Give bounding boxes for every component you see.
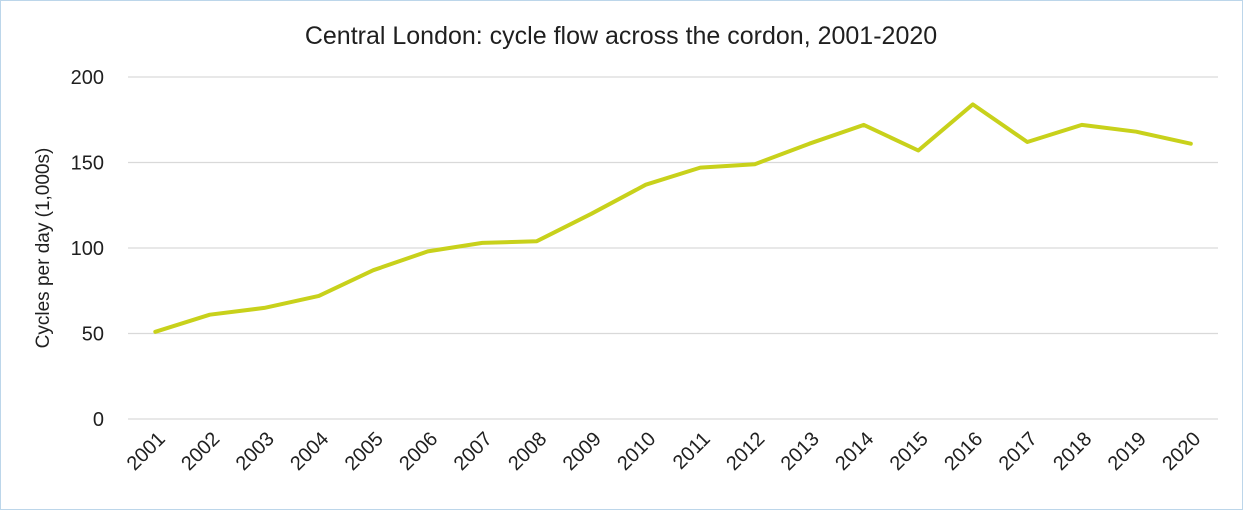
y-axis-title: Cycles per day (1,000s) — [33, 148, 54, 349]
data-point — [807, 142, 811, 146]
x-tick-label: 2017 — [995, 428, 1042, 475]
x-tick-label: 2007 — [450, 428, 497, 475]
data-point — [916, 149, 920, 153]
data-point — [644, 183, 648, 187]
x-tick-label: 2005 — [341, 428, 388, 475]
x-tick-label: 2015 — [886, 428, 933, 475]
data-point — [208, 313, 212, 317]
x-tick-label: 2003 — [232, 428, 279, 475]
y-tick-label: 200 — [71, 67, 104, 89]
x-tick-label: 2002 — [177, 428, 224, 475]
data-point — [371, 268, 375, 272]
x-tick-label: 2016 — [940, 428, 987, 475]
data-point — [1134, 130, 1138, 134]
y-tick-label: 0 — [93, 409, 104, 431]
y-tick-label: 100 — [71, 238, 104, 260]
x-tick-label: 2011 — [669, 428, 715, 474]
y-axis-ticks: 0 50 100 150 200 — [71, 67, 104, 431]
data-point — [153, 330, 157, 334]
x-tick-label: 2018 — [1049, 428, 1096, 475]
x-tick-label: 2008 — [504, 428, 551, 475]
chart-title: Central London: cycle flow across the co… — [305, 22, 937, 50]
data-point — [426, 249, 430, 253]
x-axis-ticks: 2001 2002 2003 2004 2005 2006 2007 2008 2009 2010… — [123, 428, 1206, 475]
data-point — [698, 166, 702, 170]
x-tick-label: 2014 — [831, 428, 878, 475]
data-point — [971, 102, 975, 106]
data-point — [589, 212, 593, 216]
y-tick-label: 150 — [71, 153, 104, 175]
data-point — [262, 306, 266, 310]
gridlines — [128, 76, 1218, 420]
x-tick-label: 2009 — [559, 428, 606, 475]
data-point — [753, 162, 757, 166]
data-point — [1189, 142, 1193, 146]
x-tick-label: 2006 — [395, 428, 442, 475]
x-tick-label: 2001 — [123, 428, 170, 475]
x-tick-label: 2010 — [613, 428, 660, 475]
x-tick-label: 2019 — [1104, 428, 1151, 475]
data-point — [862, 123, 866, 127]
series-line-0 — [153, 102, 1193, 334]
data-point — [535, 239, 539, 243]
x-tick-label: 2012 — [722, 428, 769, 475]
x-tick-label: 2004 — [286, 428, 333, 475]
data-point — [1025, 140, 1029, 144]
y-tick-label: 50 — [82, 324, 104, 346]
series-layer — [153, 102, 1193, 334]
data-point — [1080, 123, 1084, 127]
data-point — [317, 294, 321, 298]
data-point — [480, 241, 484, 245]
x-tick-label: 2013 — [777, 428, 824, 475]
x-tick-label: 2020 — [1158, 428, 1205, 475]
